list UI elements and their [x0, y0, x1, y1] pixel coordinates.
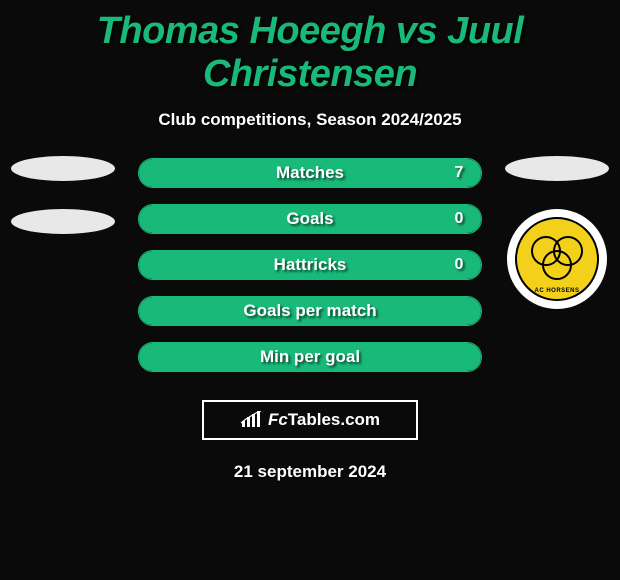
brand-box: FcTables.com	[202, 400, 418, 440]
stat-value-right: 0	[441, 205, 477, 233]
stat-row: Goals per match	[138, 296, 482, 326]
stat-row: Goals0	[138, 204, 482, 234]
stat-value-right: 7	[441, 159, 477, 187]
club-label: AC HORSENS	[517, 288, 597, 294]
brand-text: FcTables.com	[268, 410, 380, 430]
right-player-column: AC HORSENS	[502, 156, 612, 309]
brand-prefix: Fc	[268, 410, 288, 429]
right-player-photo-placeholder	[505, 156, 609, 181]
stat-row: Hattricks0	[138, 250, 482, 280]
stat-row: Matches7	[138, 158, 482, 188]
brand-suffix: Tables.com	[288, 410, 380, 429]
stat-label: Min per goal	[139, 343, 481, 371]
date-text: 21 september 2024	[0, 462, 620, 482]
stat-label: Hattricks	[139, 251, 481, 279]
left-player-club-placeholder	[11, 209, 115, 234]
stat-bars: Matches7Goals0Hattricks0Goals per matchM…	[138, 158, 482, 388]
left-player-photo-placeholder	[11, 156, 115, 181]
stat-row: Min per goal	[138, 342, 482, 372]
right-player-club-badge: AC HORSENS	[507, 209, 607, 309]
stat-label: Goals	[139, 205, 481, 233]
stat-value-right: 0	[441, 251, 477, 279]
comparison-area: AC HORSENS Matches7Goals0Hattricks0Goals…	[0, 158, 620, 388]
page-title: Thomas Hoeegh vs Juul Christensen	[0, 0, 620, 96]
stat-label: Matches	[139, 159, 481, 187]
bar-chart-icon	[240, 411, 262, 429]
rings-icon	[531, 236, 583, 282]
ac-horsens-logo: AC HORSENS	[515, 217, 599, 301]
stat-label: Goals per match	[139, 297, 481, 325]
left-player-column	[8, 156, 118, 262]
subtitle: Club competitions, Season 2024/2025	[0, 110, 620, 130]
